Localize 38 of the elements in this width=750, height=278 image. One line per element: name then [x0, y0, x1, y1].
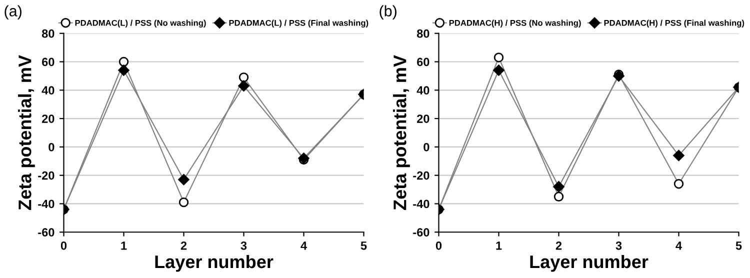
x-tick-label: 4: [676, 242, 682, 250]
x-tick-label: 3: [616, 241, 622, 250]
x-tick-label: 1: [121, 242, 127, 250]
y-tick-label: 80: [416, 29, 430, 38]
y-tick-label: 20: [417, 114, 430, 123]
x-tick-label: 3: [240, 241, 247, 250]
x-tick-label: 1: [496, 242, 502, 250]
legend-label: PDADMAC(L) / PSS (Final washing): [229, 20, 368, 28]
legend-label: PDADMAC(H) / PSS (Final washing): [604, 20, 744, 28]
y-tick-label: -60: [413, 228, 430, 237]
y-tick-label: 20: [42, 114, 54, 123]
y-tick-label: 60: [42, 58, 54, 66]
y-tick-label: -20: [413, 171, 430, 180]
x-tick-label: 2: [180, 241, 187, 250]
y-tick-label: -20: [38, 171, 54, 180]
y-tick-label: 0: [424, 142, 430, 152]
chart-title: (b): [380, 5, 396, 20]
y-axis-title: Zeta potential, mV: [393, 55, 410, 210]
x-tick-label: 0: [60, 241, 67, 250]
y-tick-label: 60: [417, 58, 430, 66]
x-tick-label: 0: [436, 241, 442, 250]
y-tick-label: -40: [413, 200, 430, 208]
x-axis-title: Layer number: [155, 254, 274, 272]
y-tick-label: 40: [42, 86, 54, 95]
y-tick-label: 0: [48, 142, 54, 152]
legend-label: PDADMAC(H) / PSS (No washing): [449, 20, 581, 28]
y-tick-label: -60: [38, 228, 54, 237]
legend-label: PDADMAC(L) / PSS (No washing): [75, 20, 206, 28]
x-tick-label: 4: [300, 242, 307, 250]
x-tick-label: 5: [736, 242, 742, 250]
x-tick-label: 2: [556, 241, 562, 250]
chart-title: (a): [4, 5, 22, 20]
y-axis-title: Zeta potential, mV: [18, 55, 35, 210]
y-tick-label: 80: [42, 29, 54, 38]
x-axis-title: Layer number: [530, 254, 648, 272]
y-tick-label: 40: [416, 86, 430, 95]
x-tick-label: 5: [360, 242, 367, 250]
y-tick-label: -40: [38, 200, 54, 208]
